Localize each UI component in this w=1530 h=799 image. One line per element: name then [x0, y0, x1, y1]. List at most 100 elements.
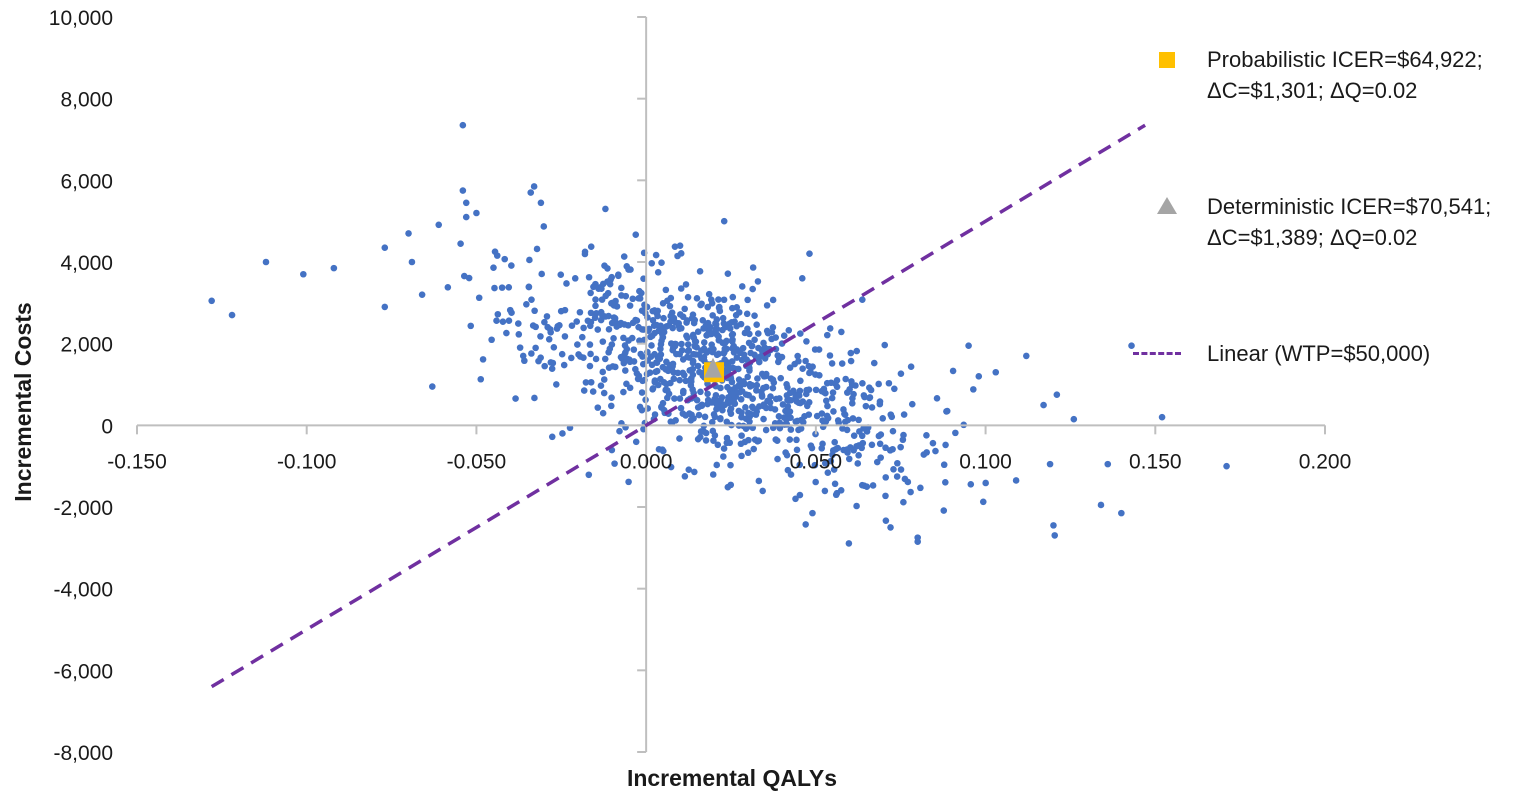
data-point	[658, 330, 666, 338]
y-tick-label: 0	[101, 415, 113, 438]
data-point	[676, 435, 683, 442]
data-point	[823, 331, 831, 339]
data-point	[769, 324, 777, 331]
data-point	[757, 353, 765, 360]
data-point	[493, 252, 501, 259]
data-point	[829, 451, 836, 459]
data-point	[763, 302, 771, 309]
data-point	[723, 434, 731, 442]
data-point	[877, 431, 885, 438]
data-point	[459, 121, 467, 129]
data-point	[826, 325, 834, 332]
data-point	[870, 359, 878, 367]
data-point	[667, 463, 675, 471]
data-point	[479, 356, 487, 363]
data-point	[887, 411, 895, 418]
data-point	[563, 280, 570, 287]
data-point	[690, 319, 698, 327]
data-point	[697, 428, 705, 435]
data-point	[558, 350, 566, 358]
data-point	[685, 346, 693, 354]
data-point	[617, 353, 625, 361]
data-point	[845, 540, 853, 547]
data-point	[853, 347, 861, 355]
data-point	[587, 243, 595, 251]
data-point	[582, 379, 590, 386]
data-point	[605, 349, 612, 356]
data-point	[787, 426, 795, 433]
data-point	[604, 289, 612, 297]
data-point	[526, 256, 533, 264]
data-point	[753, 381, 761, 389]
data-point	[710, 437, 717, 445]
data-point	[1050, 522, 1057, 529]
data-point	[1040, 401, 1047, 409]
data-point	[843, 426, 851, 434]
data-point	[628, 334, 636, 342]
data-point	[758, 347, 766, 355]
data-point	[929, 439, 937, 447]
data-point	[845, 455, 853, 463]
data-point	[624, 355, 631, 363]
data-point	[762, 404, 770, 412]
data-point	[494, 310, 502, 318]
data-point	[660, 314, 667, 322]
data-point	[505, 283, 513, 291]
data-point	[772, 395, 780, 403]
data-point	[721, 339, 729, 347]
data-point	[629, 295, 637, 303]
data-point	[780, 414, 788, 421]
data-point	[560, 361, 568, 369]
data-point	[640, 425, 647, 433]
x-tick-label: 0.050	[790, 450, 843, 473]
data-point	[648, 361, 656, 369]
data-point	[523, 301, 530, 308]
data-point	[759, 487, 766, 495]
data-point	[548, 365, 556, 372]
data-point	[598, 285, 605, 293]
data-point	[897, 443, 904, 451]
data-point	[774, 358, 782, 366]
data-point	[774, 455, 781, 463]
data-point	[900, 498, 907, 506]
x-tick-label: 0.200	[1299, 450, 1352, 473]
data-point	[967, 481, 975, 488]
data-point	[477, 375, 485, 383]
data-point	[666, 302, 674, 310]
data-point	[1128, 342, 1135, 350]
legend-linear-label: Linear (WTP=$50,000)	[1207, 341, 1431, 366]
data-point	[691, 343, 699, 350]
data-point	[744, 296, 751, 304]
data-point	[907, 488, 914, 496]
data-point	[769, 376, 777, 383]
data-point	[882, 492, 889, 500]
data-point	[405, 230, 412, 237]
data-point	[802, 357, 809, 365]
data-point	[797, 425, 805, 432]
data-point	[587, 289, 594, 297]
data-point	[659, 363, 667, 371]
data-point	[671, 395, 678, 402]
y-tick-label: 8,000	[60, 89, 113, 112]
data-point	[696, 433, 704, 441]
data-point	[670, 314, 678, 322]
data-point	[535, 357, 542, 365]
data-point	[677, 285, 685, 292]
data-point	[805, 398, 813, 406]
data-point	[900, 431, 907, 439]
data-point	[819, 440, 826, 448]
data-point	[698, 402, 706, 410]
data-point	[594, 326, 602, 333]
dashed-line-icon	[1133, 352, 1181, 355]
x-tick-label: 0.150	[1129, 450, 1182, 473]
data-point	[610, 314, 618, 321]
data-point	[831, 438, 838, 446]
data-point	[797, 399, 804, 407]
data-point	[680, 371, 688, 379]
data-point	[664, 394, 671, 402]
data-point	[592, 302, 599, 310]
data-point	[599, 338, 607, 345]
data-point	[805, 362, 813, 370]
data-point	[712, 391, 720, 399]
data-point	[457, 240, 464, 248]
